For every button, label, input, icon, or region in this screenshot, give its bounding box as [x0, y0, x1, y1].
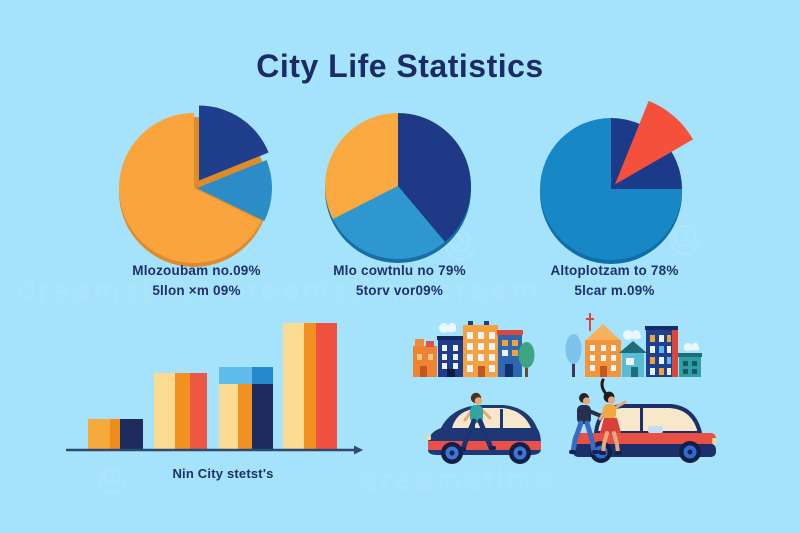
- slice-blue: [196, 160, 272, 221]
- watermark-text: dreamstime dreamstime dream: [18, 274, 541, 307]
- pie1-caption: Mlozoubam no.09% 5llon ×m 09%: [94, 261, 299, 301]
- pie3-caption-line2: 5lcar m.09%: [574, 283, 655, 298]
- bar-group-2-stripe-2: [190, 373, 207, 450]
- building-tall-orange: [463, 321, 498, 377]
- bar-group-4-stripe-1: [304, 323, 316, 450]
- slice-orange: [325, 113, 398, 220]
- city-bar-chart: [66, 323, 363, 455]
- pie3-caption-line1: Altoplotzam to 78%: [550, 263, 679, 278]
- watermark-text: dreamstime: [360, 464, 557, 497]
- pie-chart-3: [540, 100, 694, 264]
- bar-group-1-stripe-2: [120, 419, 143, 450]
- bar-group-4-stripe-0: [283, 323, 304, 450]
- bar-group-1-stripe-0: [88, 419, 110, 450]
- tree-green-icon: [518, 342, 535, 377]
- bar-group-4-stripe-2: [316, 323, 337, 450]
- house-teal: [619, 341, 647, 377]
- bar-group-3-stripe-1: [238, 384, 252, 450]
- pie1-caption-line1: Mlozoubam no.09%: [132, 263, 261, 278]
- wheel-icon: [679, 441, 701, 463]
- pie2-caption-line1: Mlo cowtnlu no 79%: [333, 263, 466, 278]
- bar-group-3-stripe-0: [219, 384, 238, 450]
- bar-group-1-stripe-1: [110, 419, 120, 450]
- pie2-caption-line2: 5torv vor09%: [355, 283, 444, 298]
- slice-red-exploded: [614, 100, 694, 185]
- antenna-icon: [586, 313, 594, 331]
- bar-group-3-stripe-2: [252, 384, 273, 450]
- watermark-layer: dreamstime dreamstime dream dreamstime: [18, 224, 700, 498]
- tree-blue-icon: [565, 334, 582, 377]
- axis-arrow-icon: [354, 445, 363, 455]
- pie-chart-2: [325, 113, 471, 263]
- city-buildings-left-illustration: [413, 321, 535, 377]
- cloud-icon: [684, 342, 699, 351]
- cloud-icon: [439, 323, 456, 333]
- slice-light-blue: [332, 186, 445, 260]
- building-gabled-orange: [585, 324, 621, 377]
- bar-group-2-stripe-0: [154, 373, 175, 450]
- wheel-icon: [441, 442, 463, 464]
- page-title: City Life Statistics: [256, 48, 544, 84]
- bar-group-3-cap-1: [252, 367, 273, 384]
- building-blue-red-roof: [497, 330, 523, 377]
- building-navy: [437, 336, 465, 377]
- pedestrian-woman-orange: [598, 378, 627, 455]
- pie-chart-1: [118, 105, 272, 267]
- building-small-orange: [413, 339, 437, 377]
- pie1-caption-line2: 5llon ×m 09%: [152, 283, 241, 298]
- bar-group-3-cap-0: [219, 367, 252, 384]
- charts-layer: [66, 100, 694, 455]
- building-navy-colorful-windows: [645, 326, 678, 377]
- wheel-icon: [509, 442, 531, 464]
- bar-chart-caption: Nin City stetst's: [172, 466, 274, 481]
- city-buildings-right-illustration: [565, 313, 702, 377]
- pie3-caption: Altoplotzam to 78% 5lcar m.09%: [512, 261, 717, 301]
- slice-navy-exploded: [199, 105, 269, 181]
- bar-group-2-stripe-1: [175, 373, 190, 450]
- building-teal-flat: [678, 353, 702, 377]
- pedestrian-man-jacket: [569, 393, 603, 455]
- cloud-icon: [623, 330, 641, 340]
- pie2-caption: Mlo cowtnlu no 79% 5torv vor09%: [297, 261, 502, 301]
- slice-orange-majority: [118, 113, 262, 263]
- pedestrian-woman-teal: [459, 392, 496, 452]
- slice-navy: [398, 113, 471, 242]
